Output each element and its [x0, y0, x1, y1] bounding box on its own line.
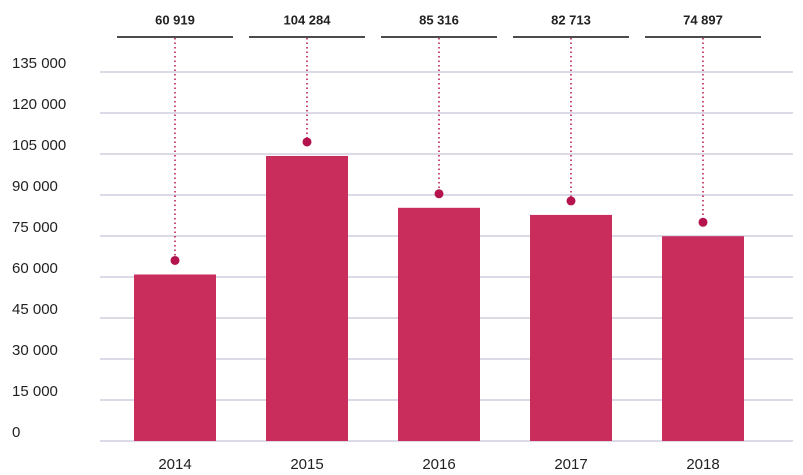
y-tick-label: 75 000 [12, 219, 58, 236]
marker-dot [170, 255, 180, 265]
y-tick-label: 120 000 [12, 96, 66, 113]
marker-dot [302, 137, 312, 147]
value-label: 60 919 [155, 12, 195, 27]
y-tick-label: 30 000 [12, 342, 58, 359]
value-label: 82 713 [551, 12, 591, 27]
x-tick-label: 2018 [686, 456, 719, 473]
value-label: 104 284 [284, 12, 332, 27]
y-tick-label: 15 000 [12, 383, 58, 400]
marker-dot [698, 217, 708, 227]
marker-dot [566, 196, 576, 206]
bar [398, 207, 480, 441]
y-tick-label: 90 000 [12, 178, 58, 195]
bar [134, 274, 216, 441]
bar [266, 155, 348, 441]
x-tick-label: 2014 [158, 456, 191, 473]
value-label: 85 316 [419, 12, 459, 27]
y-tick-label: 45 000 [12, 301, 58, 318]
y-tick-label: 135 000 [12, 55, 66, 72]
y-tick-label: 60 000 [12, 260, 58, 277]
y-tick-label: 0 [12, 424, 20, 441]
x-tick-label: 2016 [422, 456, 455, 473]
y-tick-label: 105 000 [12, 137, 66, 154]
bar [530, 214, 612, 441]
marker-dot [434, 189, 444, 199]
value-label: 74 897 [683, 12, 723, 27]
x-tick-label: 2017 [554, 456, 587, 473]
bar [662, 236, 744, 441]
x-tick-label: 2015 [290, 456, 323, 473]
